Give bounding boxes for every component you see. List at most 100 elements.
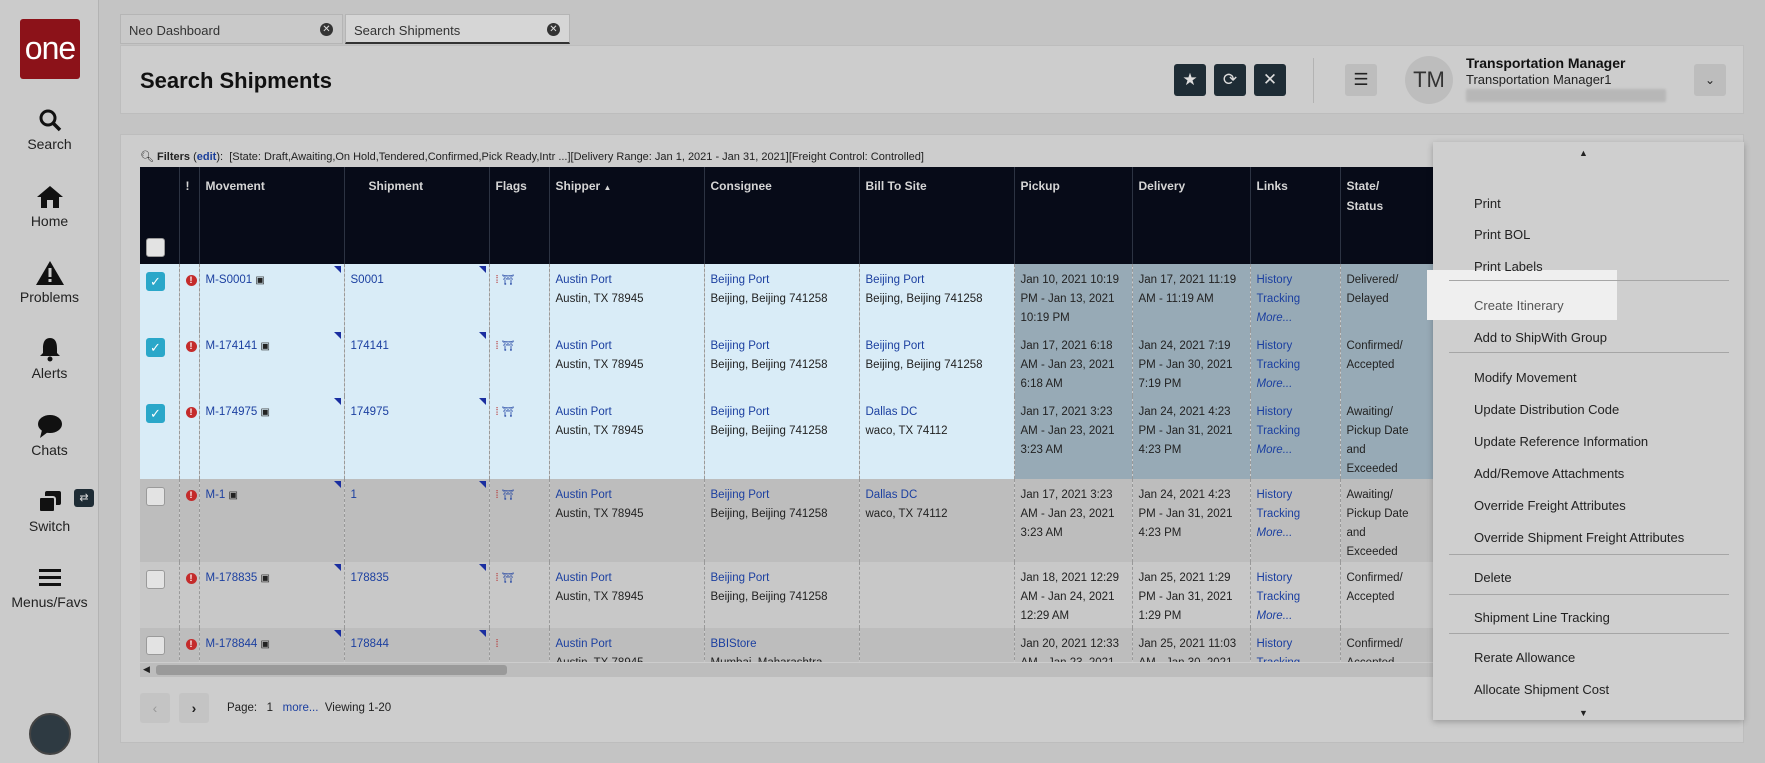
nav-home[interactable]: Home [0, 184, 99, 229]
map-icon[interactable]: ▣ [260, 407, 270, 418]
shipment-link[interactable]: 174975 [350, 406, 389, 418]
shipper-link[interactable]: Austin Port [555, 340, 612, 352]
tracking-link[interactable]: Tracking [1256, 293, 1301, 305]
alert-icon[interactable]: ! [185, 341, 197, 352]
map-icon[interactable]: ▣ [255, 275, 265, 286]
shipment-link[interactable]: S0001 [350, 274, 384, 286]
row-checkbox[interactable] [146, 487, 165, 506]
history-link[interactable]: History [1256, 406, 1293, 418]
tracking-link[interactable]: Tracking [1256, 508, 1301, 520]
shipment-link[interactable]: 178835 [350, 572, 389, 584]
shipment-link[interactable]: 174141 [350, 340, 389, 352]
close-icon[interactable]: ✕ [320, 23, 333, 36]
consignee-link[interactable]: Beijing Port [710, 340, 770, 352]
col-pickup[interactable]: Pickup [1014, 167, 1133, 264]
user-dropdown-button[interactable]: ⌄ [1694, 64, 1726, 96]
dock-icon[interactable]: ⛩ [501, 341, 515, 352]
nav-search[interactable]: Search [0, 107, 99, 152]
tab-search-shipments[interactable]: Search Shipments ✕ [345, 14, 570, 44]
map-icon[interactable]: ▣ [228, 490, 238, 501]
shipper-link[interactable]: Austin Port [555, 274, 612, 286]
menu-item-update-distribution-code[interactable]: Update Distribution Code [1474, 402, 1620, 417]
flag-icon[interactable]: ⁞ [495, 638, 499, 650]
history-link[interactable]: History [1256, 638, 1293, 650]
shipper-link[interactable]: Austin Port [555, 572, 612, 584]
movement-link[interactable]: M-174975 [205, 406, 258, 418]
bill-to-link[interactable]: Dallas DC [865, 489, 918, 501]
history-link[interactable]: History [1256, 340, 1293, 352]
row-checkbox[interactable] [146, 570, 165, 589]
col-alert[interactable]: ! [179, 167, 200, 264]
dock-icon[interactable]: ⛩ [501, 490, 515, 501]
menu-item-add-to-shipwith-group[interactable]: Add to ShipWith Group [1474, 330, 1607, 345]
menu-item-override-shipment-freight-attributes[interactable]: Override Shipment Freight Attributes [1474, 530, 1685, 545]
menu-item-override-freight-attributes[interactable]: Override Freight Attributes [1474, 498, 1626, 513]
more-link[interactable]: More... [1256, 312, 1293, 324]
bill-to-link[interactable]: Beijing Port [865, 340, 925, 352]
alert-icon[interactable]: ! [185, 407, 197, 418]
dock-icon[interactable]: ⛩ [501, 407, 515, 418]
consignee-link[interactable]: Beijing Port [710, 572, 770, 584]
history-link[interactable]: History [1256, 572, 1293, 584]
menu-item-allocate-shipment-cost[interactable]: Allocate Shipment Cost [1474, 682, 1610, 697]
row-checkbox[interactable]: ✓ [146, 272, 165, 291]
next-page-button[interactable]: › [179, 693, 209, 723]
map-icon[interactable]: ▣ [260, 573, 270, 584]
tracking-link[interactable]: Tracking [1256, 359, 1301, 371]
movement-link[interactable]: M-1 [205, 489, 226, 501]
consignee-link[interactable]: BBIStore [710, 638, 757, 650]
shipper-link[interactable]: Austin Port [555, 489, 612, 501]
tracking-link[interactable]: Tracking [1256, 425, 1301, 437]
shipment-link[interactable]: 1 [350, 489, 357, 501]
alert-icon[interactable]: ! [185, 490, 197, 501]
menu-item-modify-movement[interactable]: Modify Movement [1474, 370, 1577, 385]
dock-icon[interactable]: ⛩ [501, 573, 515, 584]
col-consignee[interactable]: Consignee [704, 167, 860, 264]
row-checkbox[interactable]: ✓ [146, 404, 165, 423]
tracking-link[interactable]: Tracking [1256, 591, 1301, 603]
col-shipment[interactable]: Shipment [344, 167, 490, 264]
consignee-link[interactable]: Beijing Port [710, 274, 770, 286]
menu-item-rerate-allowance[interactable]: Rerate Allowance [1474, 650, 1576, 665]
assistant-avatar-icon[interactable] [29, 713, 71, 755]
shipper-link[interactable]: Austin Port [555, 638, 612, 650]
tracking-link[interactable]: Tracking [1257, 654, 1334, 662]
menu-item-update-reference-information[interactable]: Update Reference Information [1474, 434, 1649, 449]
movement-link[interactable]: M-S0001 [205, 274, 253, 286]
menu-item-delete[interactable]: Delete [1474, 570, 1512, 585]
prev-page-button[interactable]: ‹ [140, 693, 170, 723]
flag-icon[interactable]: ⁞ [495, 572, 499, 584]
table-row[interactable]: ! M-1 ▣ 1 ⁞ ⛩ Austin Port Austin, TX 78945 Bei… [140, 479, 1434, 562]
col-delivery[interactable]: Delivery [1132, 167, 1251, 264]
flag-icon[interactable]: ⁞ [495, 489, 499, 501]
table-row[interactable]: ✓! M-174141 ▣ 174141 ⁞ ⛩ Austin Port Austin, … [140, 330, 1434, 396]
row-checkbox[interactable]: ✓ [146, 338, 165, 357]
tab-neo-dashboard[interactable]: Neo Dashboard ✕ [120, 14, 343, 44]
close-page-button[interactable]: ✕ [1254, 64, 1286, 96]
nav-menus-favs[interactable]: Menus/Favs [0, 565, 99, 610]
table-row[interactable]: ✓! M-S0001 ▣ S0001 ⁞ ⛩ Austin Port Austin, TX… [140, 264, 1434, 330]
refresh-button[interactable]: ⟳ [1214, 64, 1246, 96]
scroll-left-icon[interactable]: ◀ [143, 664, 150, 674]
more-link[interactable]: More... [1256, 444, 1293, 456]
alert-icon[interactable]: ! [185, 639, 197, 650]
user-avatar[interactable]: TM [1405, 56, 1453, 104]
more-link[interactable]: More... [1256, 527, 1293, 539]
history-link[interactable]: History [1256, 489, 1293, 501]
consignee-link[interactable]: Beijing Port [710, 489, 770, 501]
menu-item-print[interactable]: Print [1474, 196, 1501, 211]
movement-link[interactable]: M-174141 [205, 340, 258, 352]
menu-button[interactable]: ☰ [1345, 64, 1377, 96]
consignee-link[interactable]: Beijing Port [710, 406, 770, 418]
map-icon[interactable]: ▣ [260, 341, 270, 352]
nav-alerts[interactable]: Alerts [0, 336, 99, 381]
more-link[interactable]: More... [1256, 610, 1293, 622]
scroll-up-icon[interactable]: ▲ [1579, 148, 1588, 158]
nav-switch[interactable]: Switch [0, 489, 99, 534]
nav-chats[interactable]: Chats [0, 413, 99, 458]
scrollbar-thumb[interactable] [156, 665, 507, 675]
flag-icon[interactable]: ⁞ [495, 340, 499, 352]
menu-item-print-bol[interactable]: Print BOL [1474, 227, 1531, 242]
app-logo[interactable]: one [20, 19, 80, 79]
